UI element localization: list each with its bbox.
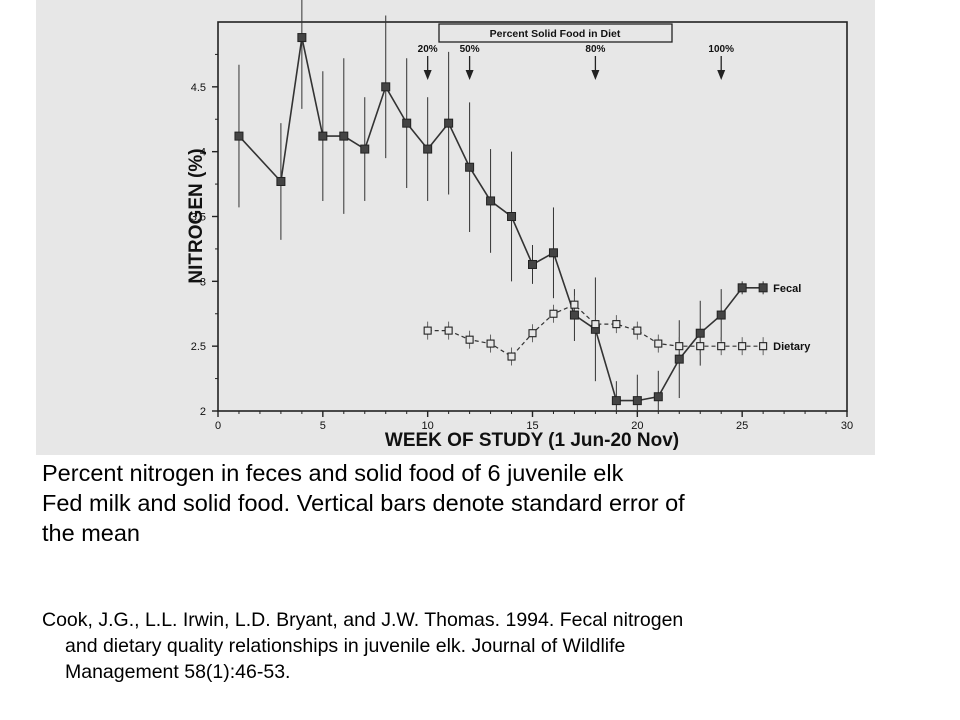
y-tick-label: 3.5	[191, 212, 206, 224]
dietary-line	[427, 303, 764, 358]
fecal-point	[716, 310, 726, 320]
dietary-point	[549, 309, 558, 318]
fecal-point	[695, 328, 705, 338]
y-tick-label: 4.5	[191, 82, 206, 94]
fecal-point	[423, 144, 433, 154]
dietary-point	[696, 342, 705, 351]
percent-marker-label: 80%	[585, 44, 605, 55]
fecal-point	[632, 396, 642, 406]
dietary-point	[633, 326, 642, 335]
x-tick-label: 10	[422, 420, 434, 432]
fecal-point	[444, 118, 454, 128]
percent-marker-label: 20%	[418, 44, 438, 55]
fecal-point	[611, 396, 621, 406]
fecal-point	[234, 131, 244, 141]
fecal-point	[674, 354, 684, 364]
citation-line-2: and dietary quality relationships in juv…	[65, 635, 626, 657]
dietary-point	[528, 329, 537, 338]
figure-caption: Percent nitrogen in feces and solid food…	[42, 458, 942, 548]
dietary-point	[465, 335, 474, 344]
x-tick-label: 0	[215, 420, 221, 432]
x-tick-label: 15	[526, 420, 538, 432]
legend-fecal-label: Fecal	[773, 283, 801, 295]
dietary-point	[570, 300, 579, 309]
fecal-point	[528, 259, 537, 269]
fecal-point	[297, 33, 307, 43]
fecal-point	[737, 283, 747, 293]
fecal-point	[507, 212, 517, 221]
caption-line-3: the mean	[42, 520, 140, 546]
fecal-point	[548, 248, 558, 258]
x-axis-label: WEEK OF STUDY (1 Jun-20 Nov)	[385, 430, 679, 451]
x-tick-label: 30	[841, 420, 853, 432]
caption-line-1: Percent nitrogen in feces and solid food…	[42, 460, 624, 486]
fecal-point	[339, 131, 349, 141]
fecal-point	[653, 392, 663, 402]
fecal-point	[360, 144, 370, 154]
x-tick-label: 5	[320, 420, 326, 432]
fecal-point	[276, 176, 286, 186]
dietary-point	[675, 342, 684, 351]
y-tick-label: 4	[200, 147, 206, 159]
fecal-point	[402, 118, 412, 128]
y-axis-label: NITROGEN (%)	[186, 148, 207, 283]
chart-title: Percent Solid Food in Diet	[490, 28, 621, 40]
percent-marker-arrow-head	[465, 70, 474, 80]
dietary-point	[591, 320, 600, 329]
dietary-point	[717, 342, 726, 351]
fecal-point	[318, 131, 328, 141]
fecal-point	[465, 162, 475, 172]
percent-marker-label: 50%	[460, 44, 480, 55]
fecal-point	[486, 196, 496, 206]
dietary-point	[423, 326, 432, 335]
fecal-point	[381, 82, 391, 92]
citation-line-1: Cook, J.G., L.L. Irwin, L.D. Bryant, and…	[42, 609, 684, 631]
caption-line-2: Fed milk and solid food. Vertical bars d…	[42, 490, 685, 516]
dietary-point	[507, 352, 516, 361]
chart: Percent Solid Food in Diet NITROGEN (%) …	[186, 0, 853, 451]
dietary-point	[738, 342, 747, 351]
y-tick-label: 2	[200, 406, 206, 418]
fecal-point	[758, 283, 768, 293]
title-box	[438, 23, 673, 43]
x-tick-label: 25	[736, 420, 748, 432]
plot-frame	[217, 21, 848, 412]
y-tick-label: 2.5	[191, 341, 206, 353]
x-tick-label: 20	[631, 420, 643, 432]
percent-marker-arrow-head	[591, 70, 600, 80]
dietary-point	[444, 326, 453, 335]
citation-line-3: Management 58(1):46-53.	[65, 661, 291, 683]
dietary-point	[759, 342, 768, 351]
legend-dietary-label: Dietary	[773, 341, 811, 353]
dietary-point	[654, 339, 663, 348]
percent-marker-label: 100%	[708, 44, 734, 55]
citation: Cook, J.G., L.L. Irwin, L.D. Bryant, and…	[42, 607, 942, 685]
y-tick-label: 3	[200, 276, 206, 288]
dietary-point	[486, 339, 495, 348]
dietary-point	[612, 320, 621, 329]
percent-marker-arrow-head	[717, 70, 726, 80]
fecal-point	[569, 310, 579, 320]
scanned-figure: Percent Solid Food in Diet NITROGEN (%) …	[36, 0, 875, 455]
percent-marker-arrow-head	[423, 70, 432, 80]
